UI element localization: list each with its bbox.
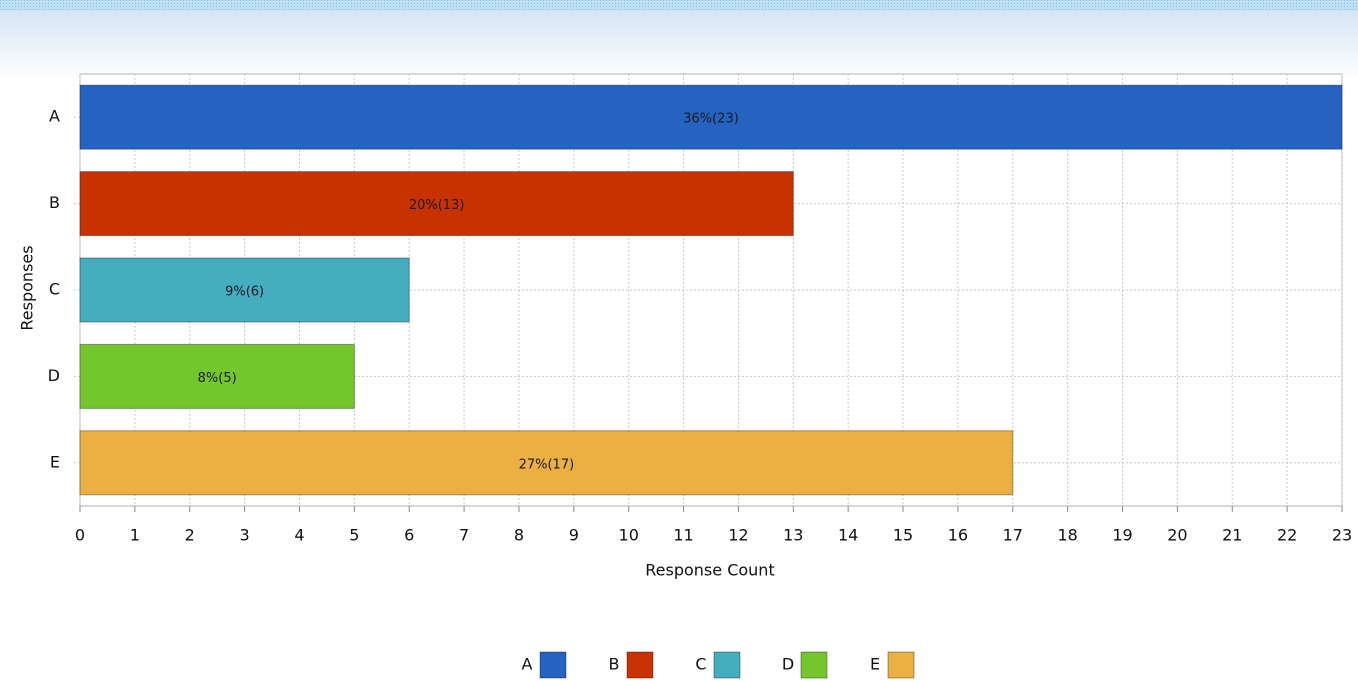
x-tick-label: 9: [569, 526, 579, 545]
x-tick-label: 17: [1003, 526, 1023, 545]
y-tick-label: A: [49, 107, 60, 126]
y-tick-label: C: [49, 280, 60, 299]
x-tick-label: 22: [1277, 526, 1297, 545]
x-tick-label: 12: [728, 526, 748, 545]
legend-swatch: [713, 651, 741, 679]
x-tick-label: 16: [948, 526, 968, 545]
legend-swatch: [626, 651, 654, 679]
x-tick-label: 14: [838, 526, 858, 545]
data-label: 27%(17): [519, 457, 575, 472]
x-tick-label: 18: [1057, 526, 1077, 545]
y-tick-label: B: [49, 193, 60, 212]
legend-label: C: [695, 655, 706, 674]
data-label: 20%(13): [409, 198, 465, 213]
bar: [79, 171, 794, 237]
legend-swatch: [800, 651, 828, 679]
legend-swatch: [539, 651, 567, 679]
x-tick-label: 10: [619, 526, 639, 545]
x-tick-label: 13: [783, 526, 803, 545]
y-axis-title: Responses: [18, 245, 37, 330]
legend-label: D: [782, 655, 794, 674]
y-tick-label: D: [48, 366, 60, 385]
x-tick-label: 2: [185, 526, 195, 545]
y-tick-label: E: [50, 452, 60, 471]
data-label: 8%(5): [198, 371, 237, 386]
legend-label: B: [609, 655, 620, 674]
legend-label: A: [522, 655, 533, 674]
x-tick-label: 5: [349, 526, 359, 545]
x-axis-title: Response Count: [645, 561, 774, 580]
legend-swatch: [887, 651, 915, 679]
header-strip: [0, 0, 1358, 10]
x-tick-label: 3: [240, 526, 250, 545]
x-tick-label: 20: [1167, 526, 1187, 545]
x-tick-label: 0: [75, 526, 85, 545]
x-tick-label: 4: [294, 526, 304, 545]
x-tick-label: 15: [893, 526, 913, 545]
x-tick-label: 6: [404, 526, 414, 545]
x-tick-label: 1: [130, 526, 140, 545]
x-tick-label: 23: [1332, 526, 1352, 545]
x-tick-label: 21: [1222, 526, 1242, 545]
x-tick-label: 8: [514, 526, 524, 545]
header-gradient: [0, 10, 1358, 80]
x-tick-label: 19: [1112, 526, 1132, 545]
bar: [79, 343, 355, 409]
x-tick-label: 11: [673, 526, 693, 545]
bar: [79, 84, 1343, 150]
data-label: 36%(23): [683, 112, 739, 127]
x-tick-label: 7: [459, 526, 469, 545]
legend-label: E: [870, 655, 880, 674]
bar: [79, 430, 1014, 496]
data-label: 9%(6): [225, 285, 264, 300]
bar: [79, 257, 410, 323]
